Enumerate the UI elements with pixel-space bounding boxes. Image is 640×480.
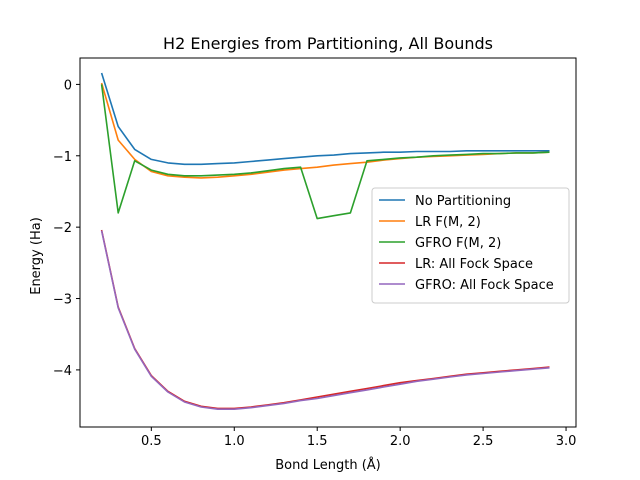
plot-area	[79, 57, 577, 428]
legend-entry: LR: All Fock Space	[415, 257, 533, 272]
x-axis-label: Bond Length (Å)	[275, 457, 381, 473]
y-tick-label: −1	[53, 150, 72, 165]
legend-entry: LR F(M, 2)	[415, 215, 481, 230]
chart-title: H2 Energies from Partitioning, All Bound…	[163, 34, 493, 53]
x-tick-label: 0.5	[141, 434, 162, 449]
x-tick-label: 2.0	[390, 434, 411, 449]
axis-ticks: 0.5 1.0 1.5 2.0 2.5 3.0 0 −1 −2 −3 −4	[53, 78, 577, 449]
series-line-4	[100, 230, 550, 411]
legend-entry: GFRO: All Fock Space	[415, 278, 554, 293]
legend-box	[371, 187, 570, 304]
y-tick-label: 0	[64, 78, 72, 93]
legend: No Partitioning LR F(M, 2) GFRO F(M, 2) LR:…	[371, 187, 570, 304]
y-tick-label: −4	[53, 364, 72, 379]
series-line-2	[100, 84, 550, 220]
x-tick-label: 1.0	[224, 434, 245, 449]
plot-frame	[79, 57, 577, 428]
series-line-0	[100, 72, 550, 166]
y-tick-label: −3	[53, 293, 72, 308]
legend-entry: GFRO F(M, 2)	[415, 236, 501, 251]
x-tick-label: 3.0	[556, 434, 577, 449]
y-axis-label: Energy (Ha)	[29, 217, 44, 295]
legend-entry: No Partitioning	[415, 194, 511, 209]
y-tick-label: −2	[53, 221, 72, 236]
x-tick-label: 2.5	[473, 434, 494, 449]
x-tick-label: 1.5	[307, 434, 328, 449]
